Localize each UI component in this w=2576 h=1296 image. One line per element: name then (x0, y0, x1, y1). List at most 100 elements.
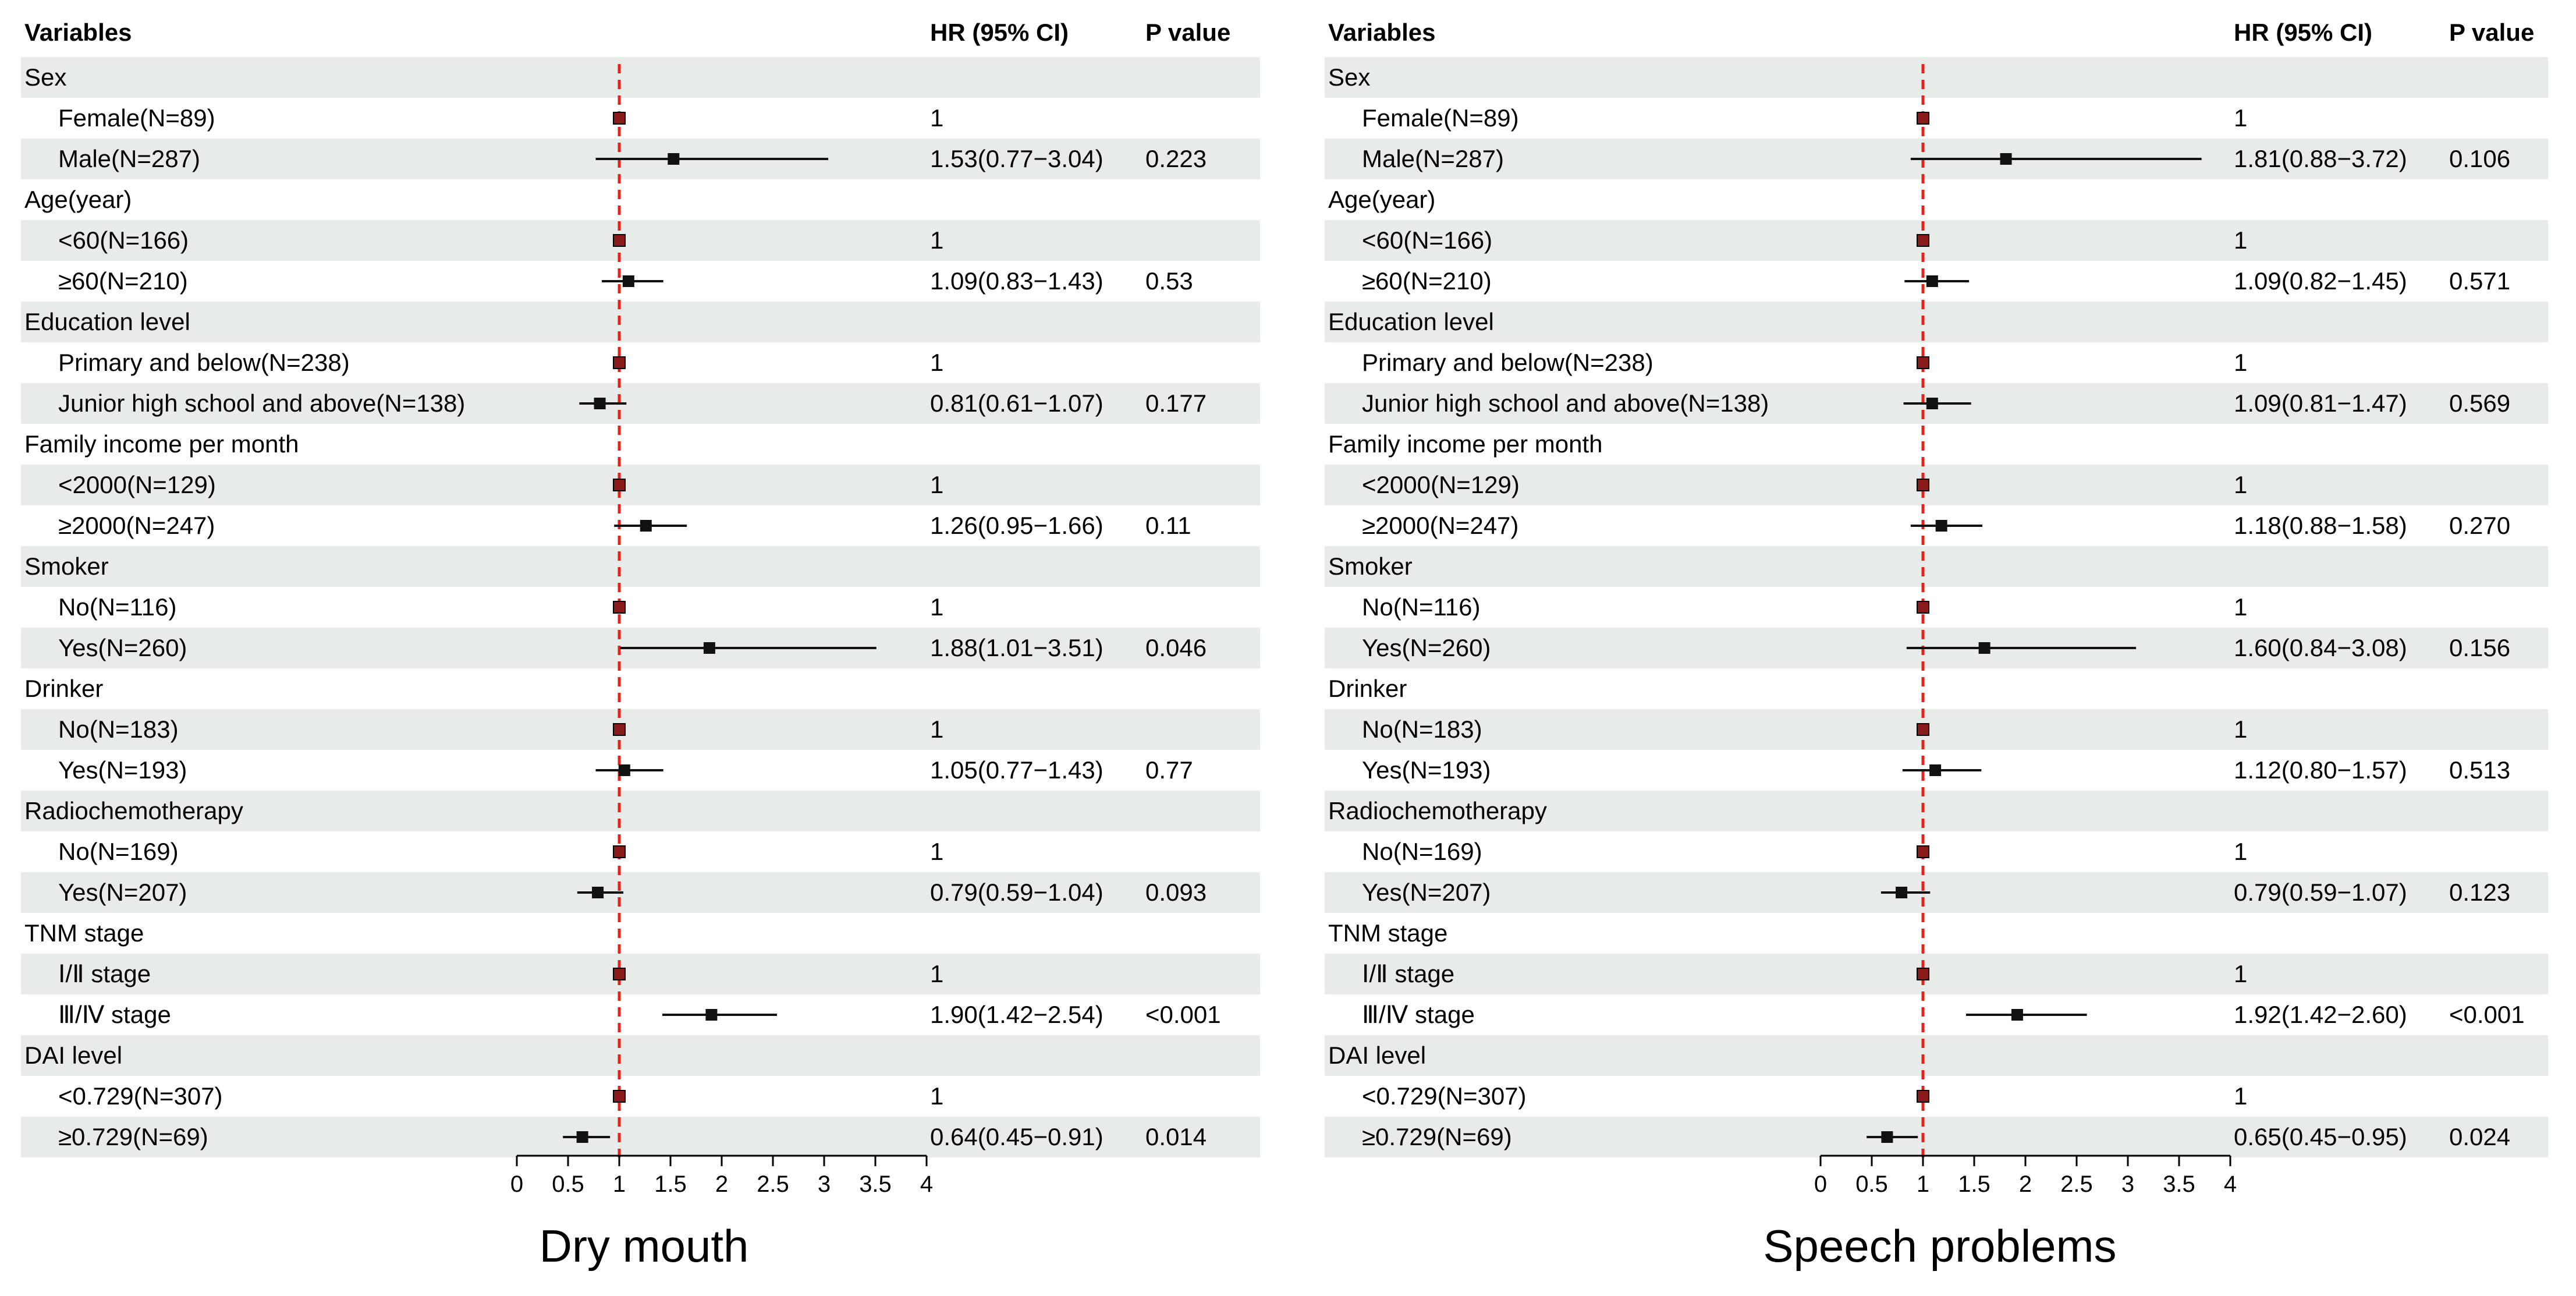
hr-ci-value: 1.09(0.82−1.45) (2234, 267, 2407, 295)
hr-ci-value: 1.05(0.77−1.43) (930, 756, 1104, 784)
p-value: 0.156 (2449, 634, 2510, 661)
subgroup-label: Ⅰ/Ⅱ stage (58, 960, 151, 987)
row-stripe (21, 954, 1260, 994)
p-value: 0.106 (2449, 145, 2510, 172)
subgroup-label: No(N=183) (1362, 716, 1482, 743)
subgroup-label: ≥2000(N=247) (1362, 512, 1518, 539)
hr-ci-value: 1 (930, 838, 943, 865)
x-axis-tick-label: 3 (818, 1171, 831, 1197)
subgroup-label: ≥60(N=210) (1362, 267, 1492, 295)
reference-point-marker (1917, 112, 1929, 125)
variable-label: Age(year) (1328, 186, 1435, 213)
x-axis-tick-label: 1.5 (654, 1171, 687, 1197)
x-axis-tick-label: 3 (2121, 1171, 2134, 1197)
subgroup-label: ≥0.729(N=69) (1362, 1123, 1512, 1150)
row-stripe (1325, 546, 2548, 587)
row-stripe (1325, 220, 2548, 261)
header-hr-ci: HR (95% CI) (2234, 19, 2372, 46)
reference-point-marker (1917, 601, 1929, 614)
hr-point-marker (1929, 764, 1942, 776)
row-stripe (21, 1035, 1260, 1076)
x-axis-tick-label: 2.5 (757, 1171, 789, 1197)
subgroup-label: No(N=116) (1362, 593, 1480, 621)
hr-ci-value: 1.18(0.88−1.58) (2234, 512, 2407, 539)
subgroup-label: Primary and below(N=238) (58, 349, 350, 376)
reference-point-marker (1917, 356, 1929, 369)
variable-label: Drinker (1328, 675, 1407, 702)
subgroup-label: No(N=116) (58, 593, 176, 621)
subgroup-label: Female(N=89) (58, 104, 215, 132)
subgroup-label: Ⅰ/Ⅱ stage (1362, 960, 1454, 987)
row-stripe (1325, 57, 2548, 98)
x-axis-tick-label: 1.5 (1958, 1171, 1990, 1197)
variable-label: Family income per month (1328, 430, 1603, 458)
variable-label: Radiochemotherapy (1328, 797, 1547, 824)
forest-plot-speech-problems: Variables HR (95% CI) P value Sex Female(N=8… (1325, 19, 2548, 1197)
hr-ci-value: 0.79(0.59−1.04) (930, 879, 1104, 906)
header-variables: Variables (24, 19, 132, 46)
row-stripe (21, 709, 1260, 750)
hr-ci-value: 1 (2234, 838, 2247, 865)
hr-ci-value: 0.81(0.61−1.07) (930, 389, 1104, 417)
p-value: 0.513 (2449, 756, 2510, 784)
x-axis-tick-label: 0.5 (552, 1171, 584, 1197)
p-value: 0.046 (1145, 634, 1207, 661)
hr-point-marker (668, 153, 680, 165)
row-stripe (1325, 1035, 2548, 1076)
hr-point-marker (703, 642, 715, 654)
row-stripe (21, 872, 1260, 913)
p-value: 0.11 (1145, 512, 1191, 539)
hr-ci-value: 1 (930, 1082, 943, 1110)
subgroup-label: ≥60(N=210) (58, 267, 188, 295)
variable-label: TNM stage (1328, 919, 1447, 947)
variable-label: Drinker (24, 675, 103, 702)
hr-point-marker (622, 275, 634, 287)
subgroup-label: <0.729(N=307) (1362, 1082, 1527, 1110)
hr-ci-value: 1 (930, 104, 943, 132)
reference-point-marker (1917, 723, 1929, 736)
subgroup-label: <0.729(N=307) (58, 1082, 223, 1110)
row-stripe (21, 1117, 1260, 1157)
reference-point-marker (1917, 479, 1929, 491)
reference-point-marker (613, 601, 626, 614)
panel-title-speech-problems: Speech problems (1763, 1220, 2117, 1272)
hr-ci-value: 1.92(1.42−2.60) (2234, 1001, 2407, 1028)
subgroup-label: Ⅲ/Ⅳ stage (58, 1001, 171, 1028)
x-axis-tick-label: 0 (1814, 1171, 1827, 1197)
hr-ci-value: 1.12(0.80−1.57) (2234, 756, 2407, 784)
hr-ci-value: 1 (2234, 104, 2247, 132)
p-value: <0.001 (1145, 1001, 1221, 1028)
x-axis-tick-label: 2 (715, 1171, 728, 1197)
p-value: <0.001 (2449, 1001, 2525, 1028)
subgroup-label: No(N=169) (1362, 838, 1482, 865)
reference-point-marker (613, 234, 626, 247)
hr-ci-value: 1 (930, 960, 943, 987)
row-stripe (21, 57, 1260, 98)
variable-label: Family income per month (24, 430, 299, 458)
variable-label: Sex (1328, 63, 1370, 91)
hr-ci-value: 1.09(0.81−1.47) (2234, 389, 2407, 417)
subgroup-label: <2000(N=129) (58, 471, 216, 498)
hr-ci-value: 1 (930, 226, 943, 254)
row-stripe (1325, 872, 2548, 913)
subgroup-label: Yes(N=193) (58, 756, 187, 784)
hr-point-marker (640, 520, 652, 532)
variable-label: Smoker (1328, 553, 1413, 580)
hr-ci-value: 1 (930, 716, 943, 743)
subgroup-label: ≥2000(N=247) (58, 512, 215, 539)
x-axis-tick-label: 0 (510, 1171, 523, 1197)
hr-point-marker (1896, 887, 1908, 898)
p-value: 0.77 (1145, 756, 1193, 784)
reference-point-marker (613, 723, 626, 736)
hr-ci-value: 1.53(0.77−3.04) (930, 145, 1104, 172)
reference-point-marker (613, 356, 626, 369)
reference-point-marker (1917, 968, 1929, 980)
reference-point-marker (613, 968, 626, 980)
panel-title-dry-mouth: Dry mouth (539, 1220, 749, 1272)
row-stripe (21, 383, 1260, 424)
row-stripe (1325, 465, 2548, 505)
row-stripe (21, 546, 1260, 587)
subgroup-label: Yes(N=260) (58, 634, 187, 661)
hr-ci-value: 1.90(1.42−2.54) (930, 1001, 1104, 1028)
x-axis-tick-label: 4 (2224, 1171, 2237, 1197)
